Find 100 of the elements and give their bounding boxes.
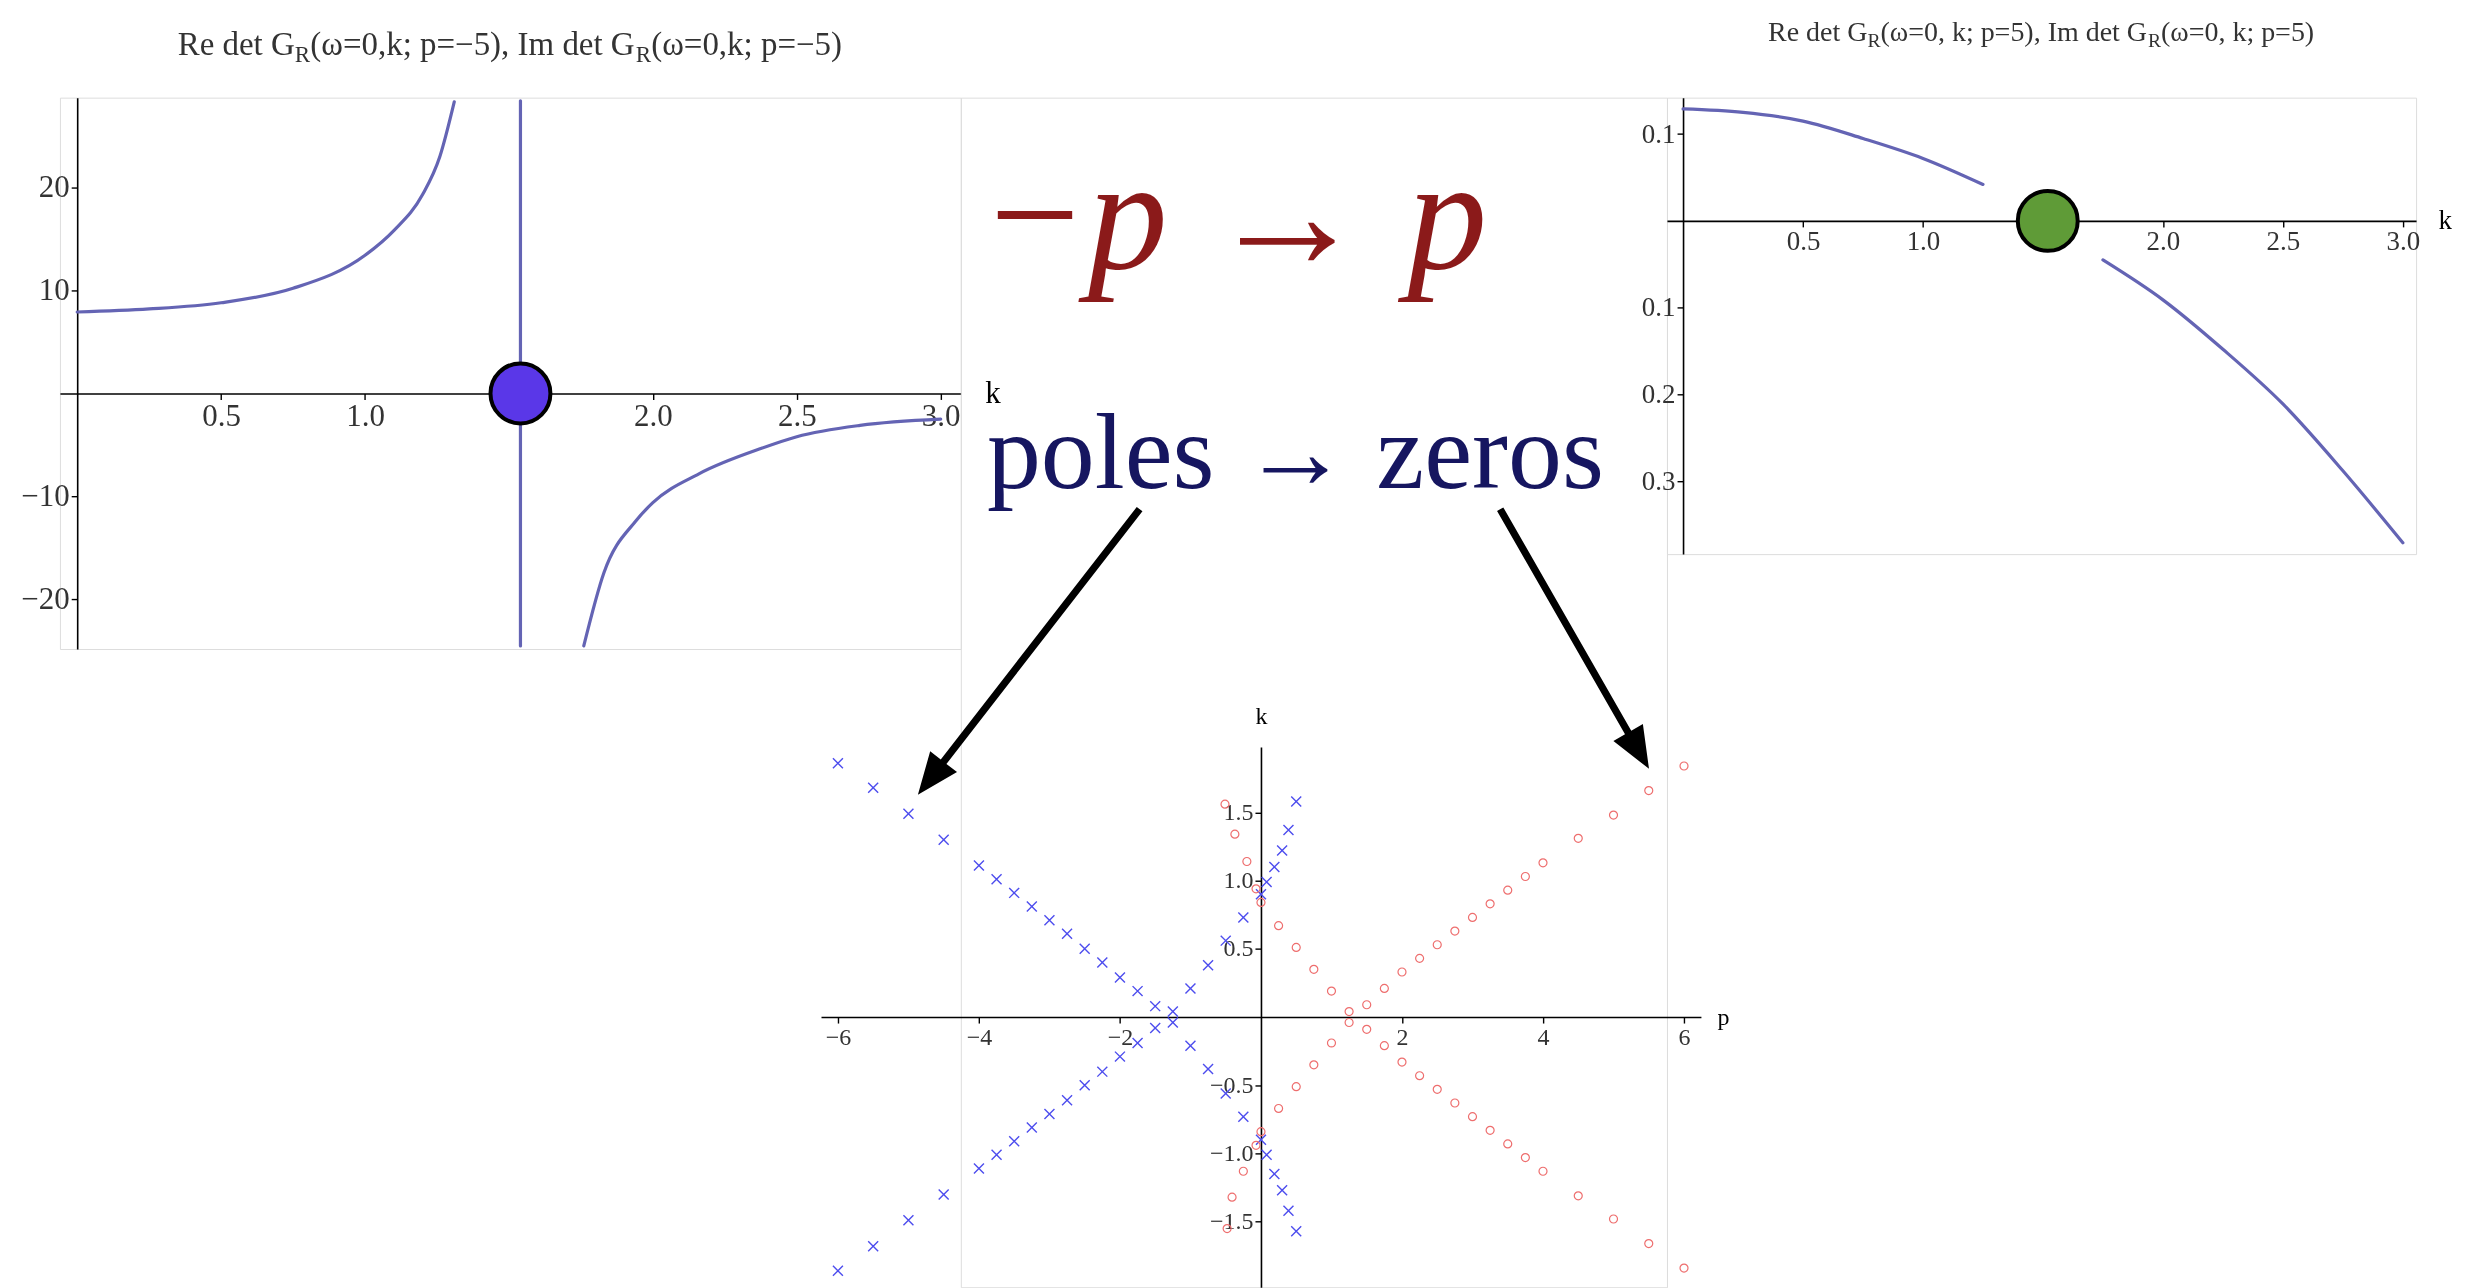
point	[1485, 899, 1495, 909]
point	[973, 859, 985, 872]
point	[1260, 1149, 1273, 1161]
point	[1344, 1017, 1354, 1028]
point	[1184, 982, 1197, 995]
point	[1096, 956, 1109, 969]
y-tick-label: 0.2	[1641, 378, 1676, 409]
point	[1362, 1000, 1372, 1010]
y-tick-label: 1.0	[1223, 867, 1254, 894]
point	[937, 833, 950, 846]
point	[1344, 1007, 1354, 1017]
x-axis-title: k	[985, 374, 1002, 410]
point	[1520, 871, 1530, 882]
point	[902, 808, 915, 820]
point	[1251, 1140, 1261, 1150]
point	[1114, 1050, 1126, 1063]
point	[1520, 1153, 1530, 1163]
point	[1230, 829, 1240, 839]
y-axis-title: k	[1255, 703, 1268, 730]
point	[1149, 1022, 1161, 1034]
point	[1282, 1205, 1295, 1217]
point	[1202, 1063, 1214, 1075]
point	[1260, 876, 1273, 888]
point	[902, 1214, 915, 1227]
x-tick-label: 2.0	[2146, 226, 2181, 257]
y-tick-label: 10	[38, 271, 70, 307]
point	[1450, 1098, 1460, 1108]
point	[937, 1188, 950, 1201]
point	[1503, 885, 1513, 895]
point	[1276, 1184, 1288, 1197]
point	[1061, 1094, 1073, 1106]
x-tick-label: 1.0	[346, 397, 385, 433]
point	[1644, 785, 1654, 796]
point	[1608, 810, 1619, 820]
point	[1467, 912, 1478, 923]
point	[1184, 1040, 1197, 1052]
point	[1432, 940, 1442, 950]
point	[1167, 1005, 1179, 1018]
point	[990, 1149, 1003, 1161]
point	[1679, 1263, 1689, 1273]
point	[1362, 1024, 1372, 1034]
point	[1309, 964, 1319, 974]
x-tick-label: −4	[966, 1023, 993, 1050]
x-tick-label: 0.5	[1786, 226, 1821, 257]
point	[1079, 943, 1091, 955]
point	[1309, 1060, 1319, 1070]
point	[973, 1162, 985, 1175]
point	[1242, 856, 1252, 867]
point	[1238, 1166, 1248, 1176]
point	[1573, 1191, 1583, 1201]
point	[1276, 844, 1288, 857]
point	[1043, 914, 1056, 926]
point	[1061, 928, 1073, 940]
point	[1255, 888, 1267, 900]
y-tick-label: −0.5	[1209, 1071, 1254, 1098]
point	[1256, 897, 1266, 908]
x-tick-label: 2.5	[777, 397, 817, 433]
point	[1608, 1214, 1619, 1224]
point	[1290, 795, 1302, 808]
y-tick-label: −10	[21, 477, 70, 513]
point	[1008, 1135, 1020, 1147]
point	[1114, 971, 1126, 984]
point	[1079, 1079, 1091, 1091]
point	[1432, 1084, 1442, 1094]
point	[1538, 858, 1548, 868]
y-tick-label: 0.3	[1641, 465, 1676, 496]
x-axis-title: p	[1717, 1003, 1730, 1030]
point	[1131, 1037, 1144, 1049]
x-tick-label: −6	[825, 1023, 852, 1050]
point	[1573, 833, 1583, 843]
point	[1237, 911, 1250, 924]
point	[1415, 1071, 1425, 1081]
point	[1096, 1065, 1109, 1078]
point	[1644, 1238, 1654, 1249]
point	[1538, 1166, 1548, 1176]
point	[1274, 1103, 1284, 1114]
point	[1397, 967, 1407, 977]
point	[1326, 1038, 1337, 1048]
point	[1379, 983, 1389, 993]
y-tick-label: 0.1	[1641, 292, 1676, 323]
x-axis-title: k	[2438, 205, 2453, 236]
y-tick-label: 1.5	[1223, 798, 1254, 825]
point	[1251, 884, 1261, 894]
point	[832, 757, 844, 769]
x-tick-label: 2	[1396, 1023, 1409, 1050]
point	[1227, 1192, 1237, 1202]
point	[1397, 1057, 1407, 1067]
x-tick-label: 2.0	[634, 397, 673, 433]
point	[1043, 1108, 1056, 1120]
point	[1379, 1041, 1389, 1051]
point	[1467, 1112, 1478, 1122]
x-tick-label: 1.0	[1906, 226, 1941, 257]
point	[1256, 1127, 1266, 1137]
point	[1008, 887, 1020, 899]
y-tick-label: 0.5	[1223, 935, 1254, 962]
point	[1202, 959, 1214, 971]
point	[1291, 1082, 1301, 1092]
point	[990, 873, 1003, 885]
point	[1450, 926, 1460, 936]
point	[1026, 1121, 1038, 1134]
